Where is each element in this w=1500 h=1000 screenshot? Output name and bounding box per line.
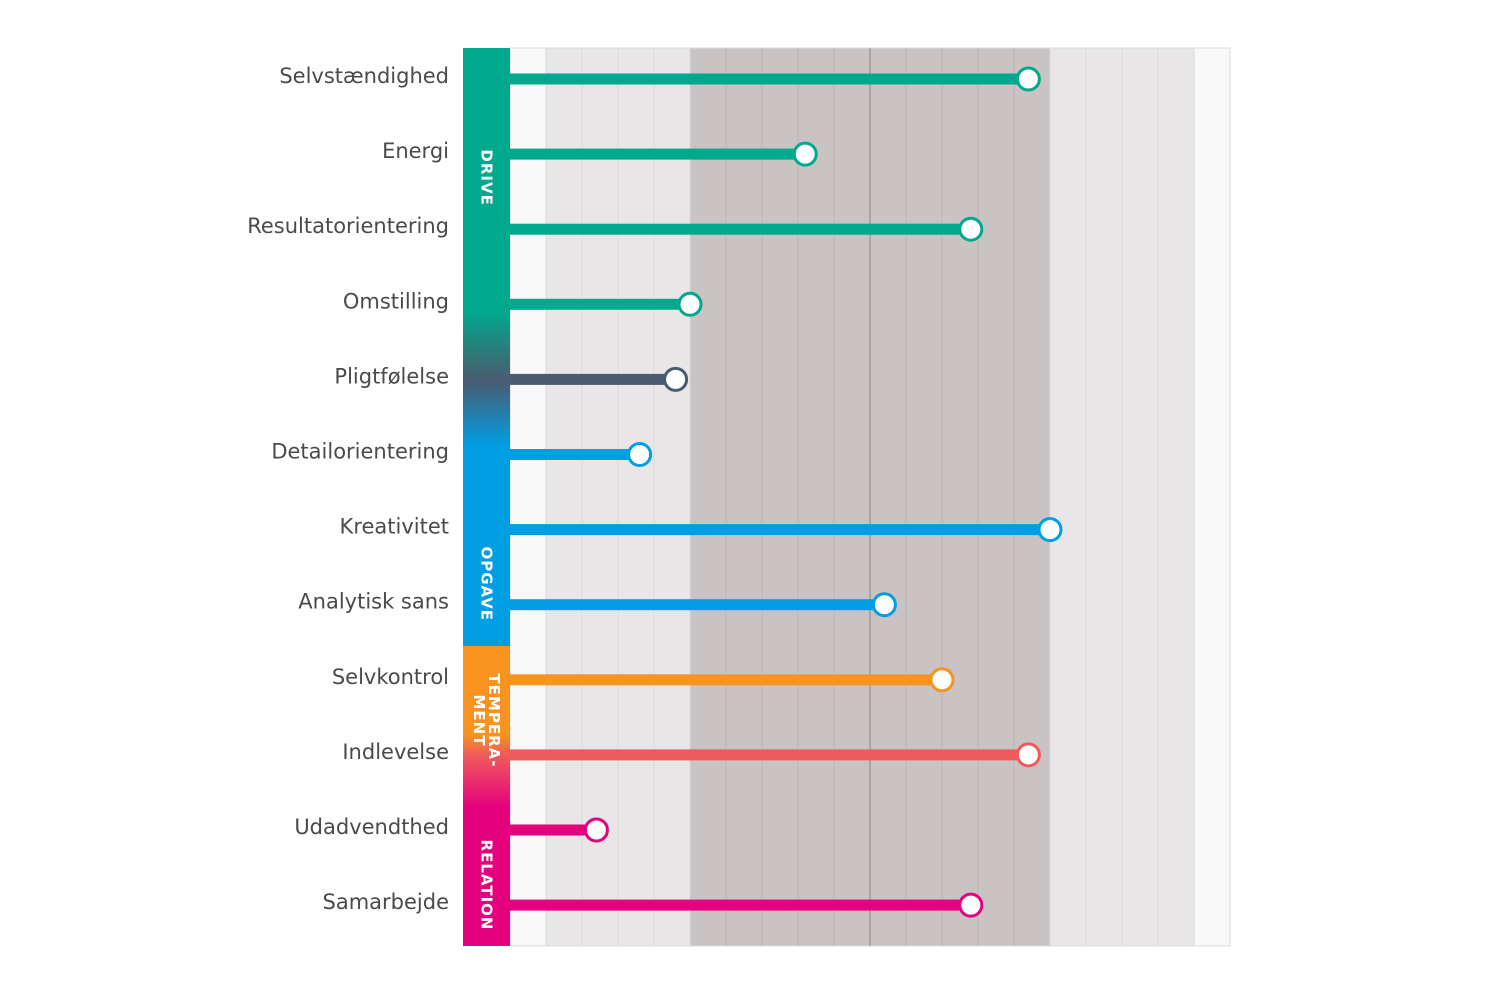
- group-label-drive: DRIVE: [478, 149, 496, 205]
- group-label-tempera-ment: MENT: [470, 694, 488, 746]
- category-strip-fill: [463, 48, 510, 946]
- bar-resultatorientering: [510, 216, 984, 242]
- background-band: [1194, 48, 1230, 946]
- bars: [510, 66, 1063, 918]
- bar-line: [510, 899, 971, 911]
- bar-line: [510, 148, 806, 160]
- bar-udadvendthed: [510, 817, 609, 843]
- bar-selvkontrol: [510, 667, 955, 693]
- bar-marker: [871, 592, 897, 618]
- bar-energi: [510, 141, 818, 167]
- row-labels: Selvstændighed Energi Resultatorientering O…: [247, 64, 449, 914]
- bar-omstilling: [510, 291, 703, 317]
- bar-marker: [583, 817, 609, 843]
- group-label-opgave: OPGAVE: [478, 546, 496, 621]
- bar-marker: [1015, 742, 1041, 768]
- row-label-detailorientering: Detailorientering: [271, 440, 449, 464]
- bar-detailorientering: [510, 442, 653, 467]
- grid-lines: [509, 48, 1231, 946]
- bar-pligtfolelse: [510, 366, 689, 392]
- bar-marker: [1037, 517, 1063, 543]
- bar-selvstaendighed: [510, 66, 1041, 92]
- row-label-samarbejde: Samarbejde: [323, 890, 450, 914]
- bar-line: [510, 298, 690, 310]
- bar-samarbejde: [510, 892, 984, 918]
- bar-marker: [677, 291, 703, 317]
- background-band: [510, 48, 546, 946]
- bar-marker: [958, 216, 984, 242]
- bar-line: [510, 73, 1029, 85]
- row-label-kreativitet: Kreativitet: [340, 515, 449, 539]
- bar-marker: [792, 141, 818, 167]
- bar-marker: [958, 892, 984, 918]
- bar-line: [510, 824, 597, 836]
- bar-marker: [627, 442, 653, 467]
- bar-marker: [929, 667, 955, 693]
- group-label-relation: RELATION: [478, 840, 496, 931]
- bar-indlevelse: [510, 742, 1041, 768]
- row-label-pligtfolelse: Pligtfølelse: [334, 364, 449, 388]
- bar-line: [510, 749, 1029, 761]
- group-label-tempera-ment: TEMPERA-: [485, 673, 503, 767]
- row-label-indlevelse: Indlevelse: [342, 740, 449, 764]
- bar-marker: [1015, 66, 1041, 92]
- bar-line: [510, 524, 1050, 536]
- bar-marker: [663, 366, 689, 392]
- bar-line: [510, 223, 971, 235]
- bar-line: [510, 599, 885, 611]
- row-label-selvkontrol: Selvkontrol: [332, 665, 449, 689]
- bar-line: [510, 674, 942, 686]
- bar-line: [510, 373, 676, 385]
- category-strip: DRIVE OPGAVE TEMPERA-MENT RELATION: [463, 48, 510, 946]
- row-label-udadvendthed: Udadvendthed: [294, 815, 449, 839]
- row-label-analytisk-sans: Analytisk sans: [298, 590, 449, 614]
- bar-analytisk-sans: [510, 592, 897, 618]
- row-label-resultatorientering: Resultatorientering: [247, 214, 449, 238]
- row-label-energi: Energi: [382, 139, 449, 163]
- row-label-selvstaendighed: Selvstændighed: [279, 64, 449, 88]
- bar-kreativitet: [510, 517, 1063, 543]
- row-label-omstilling: Omstilling: [343, 289, 449, 313]
- bar-line: [510, 449, 640, 460]
